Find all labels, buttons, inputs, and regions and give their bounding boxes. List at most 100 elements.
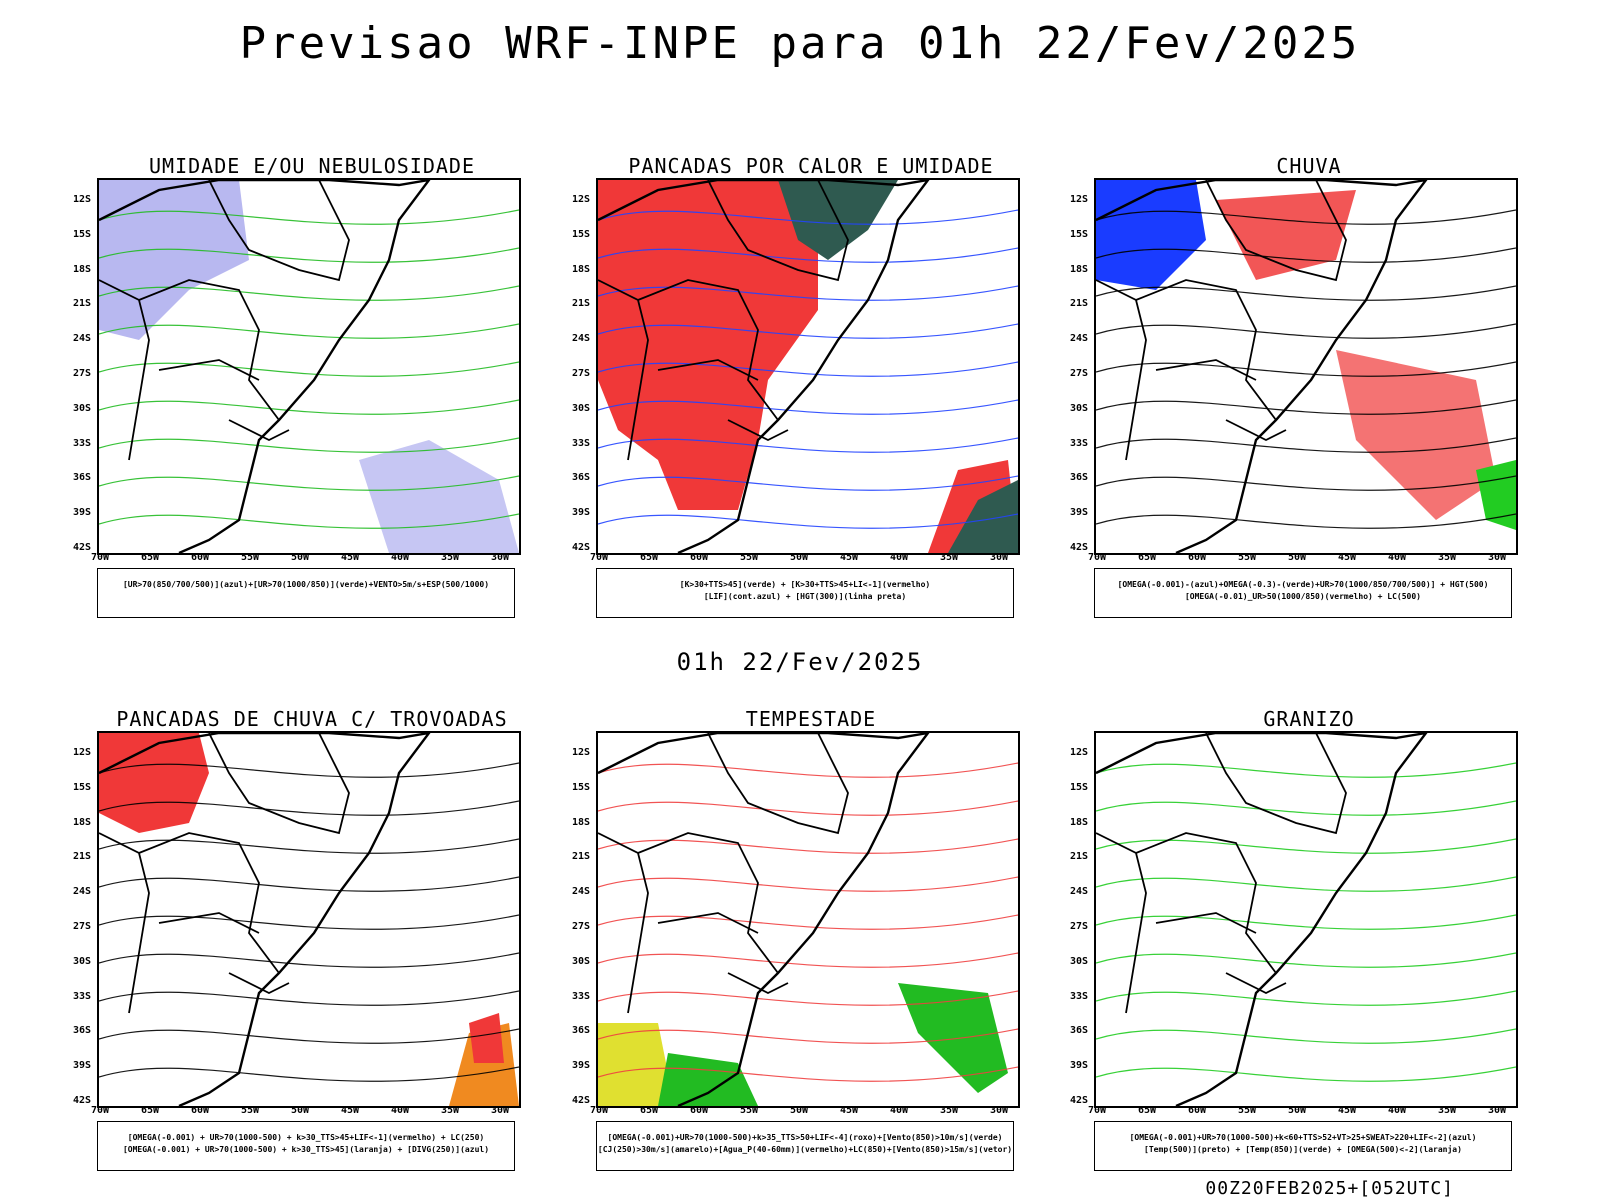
lat-tick-label: 39S	[572, 1060, 591, 1072]
lat-tick-label: 18S	[73, 816, 92, 828]
lat-tick-label: 15S	[572, 228, 591, 240]
lon-tick-label: 35W	[940, 1105, 959, 1116]
lat-tick-label: 36S	[73, 472, 92, 484]
lon-tick-label: 30W	[491, 1105, 510, 1116]
lat-tick-label: 27S	[73, 921, 92, 932]
panel-title: CHUVA	[1276, 154, 1342, 178]
lon-tick-label: 50W	[1288, 1105, 1307, 1116]
map-granizo	[1094, 731, 1518, 1108]
map-tempestade	[596, 731, 1020, 1108]
lat-tick-label: 21S	[572, 298, 591, 310]
lat-tick-label: 36S	[572, 472, 591, 484]
lon-tick-label: 65W	[141, 552, 160, 563]
lat-tick-label: 15S	[572, 781, 591, 793]
map-umidade	[97, 178, 521, 555]
panel-tempestade: TEMPESTADE 12S 15S 18S 21S 24S 27S 30S 33S 36S 39S…	[572, 707, 1026, 1201]
lat-tick-label: 30S	[73, 955, 92, 967]
lon-tick-label: 65W	[141, 1105, 160, 1116]
lon-tick-label: 40W	[391, 552, 410, 563]
lat-tick-label: 36S	[572, 1025, 591, 1037]
lon-tick-label: 60W	[191, 552, 210, 563]
panel-title: PANCADAS DE CHUVA C/ TROVOADAS	[116, 707, 508, 731]
map-pancadas-calor	[596, 178, 1020, 555]
lon-tick-label: 35W	[441, 1105, 460, 1116]
legend-line: [OMEGA(-0.001)+UR>70(1000-500)+k>35_TTS>…	[607, 1133, 1003, 1142]
lon-tick-label: 55W	[241, 1105, 260, 1116]
lon-tick-label: 60W	[690, 552, 709, 563]
lat-tick-label: 33S	[73, 437, 92, 449]
lat-tick-label: 33S	[1070, 437, 1089, 449]
lon-tick-label: 40W	[1388, 552, 1407, 563]
lat-tick-label: 12S	[572, 747, 591, 758]
legend-box: [OMEGA(-0.001)+UR>70(1000-500)+k>35_TTS>…	[596, 1121, 1014, 1171]
lon-tick-label: 55W	[1238, 1105, 1257, 1116]
lat-tick-label: 42S	[572, 542, 591, 553]
lon-tick-label: 30W	[491, 552, 510, 563]
legend-line: [OMEGA(-0.001)-(azul)+OMEGA(-0.3)-(verde…	[1117, 580, 1489, 589]
lon-tick-label: 45W	[341, 552, 360, 563]
legend-box: [K>30+TTS>45](verde) + [K>30+TTS>45+LI<-…	[596, 568, 1014, 618]
legend-box: [OMEGA(-0.001)-(azul)+OMEGA(-0.3)-(verde…	[1094, 568, 1512, 618]
legend-line: [UR>70(850/700/500)](azul)+[UR>70(1000/8…	[122, 580, 490, 589]
lat-tick-label: 18S	[1070, 263, 1089, 275]
lat-tick-label: 42S	[572, 1095, 591, 1106]
page-title: Previsao WRF-INPE para 01h 22/Fev/2025	[239, 18, 1361, 69]
lat-tick-label: 12S	[1070, 194, 1089, 205]
lat-tick-label: 12S	[1070, 747, 1089, 758]
lon-tick-label: 70W	[1088, 1105, 1107, 1116]
lon-tick-label: 40W	[890, 552, 909, 563]
legend-box: [OMEGA(-0.001) + UR>70(1000-500) + k>30_…	[97, 1121, 515, 1171]
lon-tick-label: 40W	[391, 1105, 410, 1116]
lat-tick-label: 33S	[572, 437, 591, 449]
legend-line: [LIF](cont.azul) + [HGT(300)](linha pret…	[703, 592, 907, 601]
legend-line: [Temp(500)](preto) + [Temp(850)](verde) …	[1144, 1145, 1462, 1154]
lat-tick-label: 39S	[572, 507, 591, 519]
panel-title: UMIDADE E/OU NEBULOSIDADE	[148, 154, 476, 178]
lat-tick-label: 42S	[73, 542, 92, 553]
coastline	[1096, 733, 1428, 1106]
lat-tick-label: 18S	[572, 816, 591, 828]
lat-tick-label: 27S	[1070, 368, 1089, 379]
lon-tick-label: 60W	[1188, 552, 1207, 563]
lat-tick-label: 15S	[1070, 228, 1089, 240]
lon-tick-label: 70W	[1088, 552, 1107, 563]
lat-tick-label: 33S	[73, 990, 92, 1002]
lon-tick-label: 55W	[740, 552, 759, 563]
lat-tick-label: 36S	[73, 1025, 92, 1037]
lat-tick-label: 27S	[1070, 921, 1089, 932]
lon-tick-label: 45W	[341, 1105, 360, 1116]
lon-tick-label: 60W	[1188, 1105, 1207, 1116]
lon-tick-label: 35W	[441, 552, 460, 563]
lon-tick-label: 55W	[740, 1105, 759, 1116]
lon-tick-label: 35W	[1438, 1105, 1457, 1116]
lat-tick-label: 24S	[1070, 886, 1089, 898]
lon-tick-label: 55W	[1238, 552, 1257, 563]
lon-tick-label: 40W	[1388, 1105, 1407, 1116]
lon-tick-label: 35W	[940, 552, 959, 563]
lat-tick-label: 18S	[572, 263, 591, 275]
run-timestamp: 00Z20FEB2025+[052UTC]	[1205, 1178, 1454, 1199]
lon-tick-label: 65W	[640, 552, 659, 563]
lat-tick-label: 30S	[73, 402, 92, 414]
lat-tick-label: 18S	[1070, 816, 1089, 828]
lon-tick-label: 40W	[890, 1105, 909, 1116]
lat-tick-label: 39S	[1070, 1060, 1089, 1072]
lat-tick-label: 39S	[1070, 507, 1089, 519]
lon-tick-label: 45W	[1338, 1105, 1357, 1116]
map-trovoadas	[97, 731, 521, 1108]
panel-chuva: CHUVA 12S 15S 18S 21S 24S 27S 30S 33S 36S 39S 42S 70…	[1070, 154, 1524, 648]
lat-tick-label: 30S	[1070, 402, 1089, 414]
lat-tick-label: 12S	[73, 194, 92, 205]
lat-tick-label: 21S	[1070, 851, 1089, 863]
lat-tick-label: 24S	[572, 333, 591, 345]
lat-tick-label: 12S	[73, 747, 92, 758]
lat-tick-label: 33S	[572, 990, 591, 1002]
rain-area	[1096, 180, 1206, 290]
lat-tick-label: 27S	[572, 368, 591, 379]
lon-tick-label: 65W	[1138, 552, 1157, 563]
lon-tick-label: 55W	[241, 552, 260, 563]
forecast-date: 01h 22/Fev/2025	[676, 648, 924, 676]
lat-tick-label: 15S	[1070, 781, 1089, 793]
panel-umidade: UMIDADE E/OU NEBULOSIDADE 12S 15S 18S 21S 24S…	[73, 154, 527, 648]
lat-tick-label: 42S	[73, 1095, 92, 1106]
